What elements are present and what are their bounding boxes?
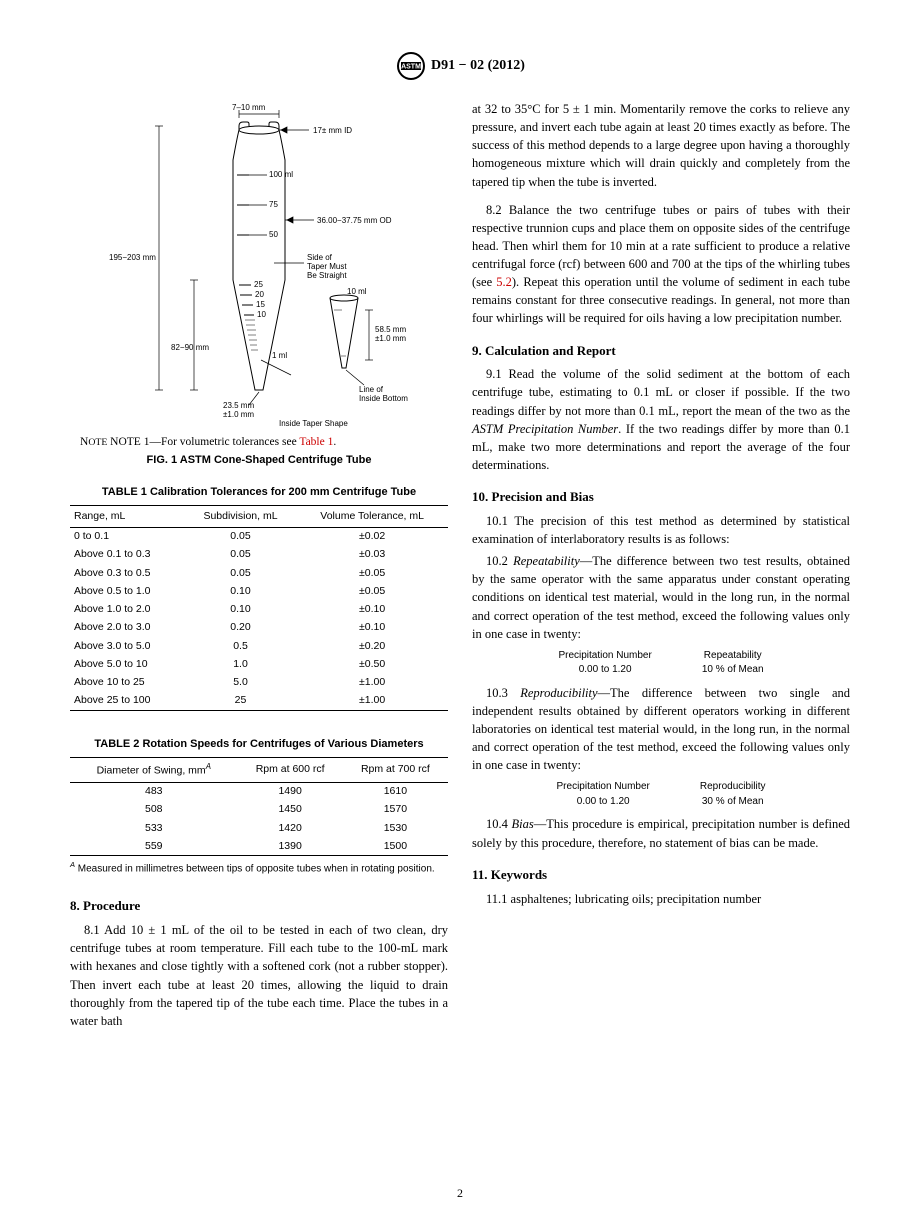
table-row: Above 0.3 to 0.50.05±0.05 (70, 564, 448, 582)
fig-label: 25 (254, 280, 263, 289)
table-row: Above 25 to 10025±1.00 (70, 692, 448, 711)
mini-value: 30 % of Mean (700, 795, 766, 810)
section-8-head: 8. Procedure (70, 897, 448, 916)
fig-label: 23.5 mm±1.0 mm (223, 401, 254, 419)
table-row: Above 2.0 to 3.00.20±0.10 (70, 619, 448, 637)
table-row: 55913901500 (70, 837, 448, 856)
fig-label: Inside Taper Shape (279, 419, 348, 428)
svg-text:ASTM: ASTM (401, 64, 421, 71)
fig-label: 82−90 mm (171, 343, 209, 352)
table-row: Above 10 to 255.0±1.00 (70, 674, 448, 692)
table1-col: Volume Tolerance, mL (296, 505, 448, 527)
para-9-1: 9.1 Read the volume of the solid sedimen… (472, 365, 850, 474)
table-row: 0 to 0.10.05±0.02 (70, 527, 448, 546)
para-11-1: 11.1 asphaltenes; lubricating oils; prec… (472, 890, 850, 908)
mini-value: 0.00 to 1.20 (557, 795, 650, 810)
figure-1: 7–10 mm 17± mm ID 100 ml 75 36.00−37.75 … (70, 100, 448, 469)
table-2: Diameter of Swing, mmA Rpm at 600 rcf Rp… (70, 757, 448, 857)
figure-note-text: NOTE 1—For volumetric tolerances see (110, 436, 299, 448)
header-docnum: D91 − 02 (2012) (431, 56, 525, 76)
para-8-1: 8.1 Add 10 ± 1 mL of the oil to be teste… (70, 921, 448, 1030)
figure-note: NOTE NOTE 1—For volumetric tolerances se… (80, 434, 448, 451)
fig-label: 10 ml (347, 287, 367, 296)
figure-note-link[interactable]: Table 1 (299, 436, 333, 448)
fig-label: 36.00−37.75 mm OD (317, 216, 392, 225)
table2-caption: TABLE 2 Rotation Speeds for Centrifuges … (70, 737, 448, 753)
table2-col1: Diameter of Swing, mmA (70, 757, 238, 782)
fig-label: 17± mm ID (313, 126, 352, 135)
figure-caption: FIG. 1 ASTM Cone-Shaped Centrifuge Tube (70, 453, 448, 469)
para-8-2: 8.2 Balance the two centrifuge tubes or … (472, 201, 850, 328)
section-10-head: 10. Precision and Bias (472, 488, 850, 507)
page-header: ASTM D91 − 02 (2012) (70, 50, 850, 82)
page-number: 2 (0, 1185, 920, 1202)
fig-label: 100 ml (269, 170, 293, 179)
fig-label: 20 (255, 290, 264, 299)
fig-label: 75 (269, 200, 278, 209)
table2-col2: Rpm at 600 rcf (238, 757, 343, 782)
section-11-head: 11. Keywords (472, 866, 850, 885)
mini-label: Repeatability (702, 649, 764, 664)
fig-label: Line ofInside Bottom (359, 385, 408, 403)
mini-label: Precipitation Number (557, 780, 650, 795)
table-row: Above 0.5 to 1.00.10±0.05 (70, 582, 448, 600)
table1-col: Subdivision, mL (185, 505, 297, 527)
table-row: Above 5.0 to 101.0±0.50 (70, 655, 448, 673)
mini-value: 0.00 to 1.20 (558, 663, 651, 678)
table-row: Above 1.0 to 2.00.10±0.10 (70, 601, 448, 619)
mini-label: Reproducibility (700, 780, 766, 795)
fig-label: 1 ml (272, 351, 287, 360)
fig-label: 10 (257, 310, 266, 319)
table-1: Range, mLSubdivision, mLVolume Tolerance… (70, 505, 448, 711)
fig-label: 58.5 mm±1.0 mm (375, 325, 406, 343)
para-10-2: 10.2 Repeatability—The difference betwee… (472, 552, 850, 643)
right-column: at 32 to 35°C for 5 ± 1 min. Momentarily… (472, 100, 850, 1034)
reproducibility-table: Precipitation Number0.00 to 1.20 Reprodu… (472, 780, 850, 809)
fig-label: 15 (256, 300, 265, 309)
fig-label: Side ofTaper MustBe Straight (307, 253, 347, 280)
table-row: Above 0.1 to 0.30.05±0.03 (70, 546, 448, 564)
repeatability-table: Precipitation Number0.00 to 1.20 Repeata… (472, 649, 850, 678)
section-9-head: 9. Calculation and Report (472, 342, 850, 361)
astm-logo-icon: ASTM (395, 50, 427, 82)
table-row: 48314901610 (70, 782, 448, 801)
figure-note-suffix: . (333, 436, 336, 448)
table2-footnote: A Measured in millimetres between tips o… (70, 860, 448, 877)
fig-label: 50 (269, 230, 278, 239)
mini-value: 10 % of Mean (702, 663, 764, 678)
para-10-4: 10.4 Bias—This procedure is empirical, p… (472, 815, 850, 851)
table-row: Above 3.0 to 5.00.5±0.20 (70, 637, 448, 655)
table2-col3: Rpm at 700 rcf (343, 757, 448, 782)
para-10-3: 10.3 Reproducibility—The difference betw… (472, 684, 850, 775)
table1-col: Range, mL (70, 505, 185, 527)
table1-caption: TABLE 1 Calibration Tolerances for 200 m… (70, 485, 448, 501)
fig-label: 195−203 mm (109, 253, 156, 262)
link-5-2[interactable]: 5.2 (496, 275, 512, 289)
table-row: 50814501570 (70, 801, 448, 819)
para-8-1-cont: at 32 to 35°C for 5 ± 1 min. Momentarily… (472, 100, 850, 191)
left-column: 7–10 mm 17± mm ID 100 ml 75 36.00−37.75 … (70, 100, 448, 1034)
fig-label: 7–10 mm (232, 103, 266, 112)
para-10-1: 10.1 The precision of this test method a… (472, 512, 850, 548)
mini-label: Precipitation Number (558, 649, 651, 664)
table-row: 53314201530 (70, 819, 448, 837)
